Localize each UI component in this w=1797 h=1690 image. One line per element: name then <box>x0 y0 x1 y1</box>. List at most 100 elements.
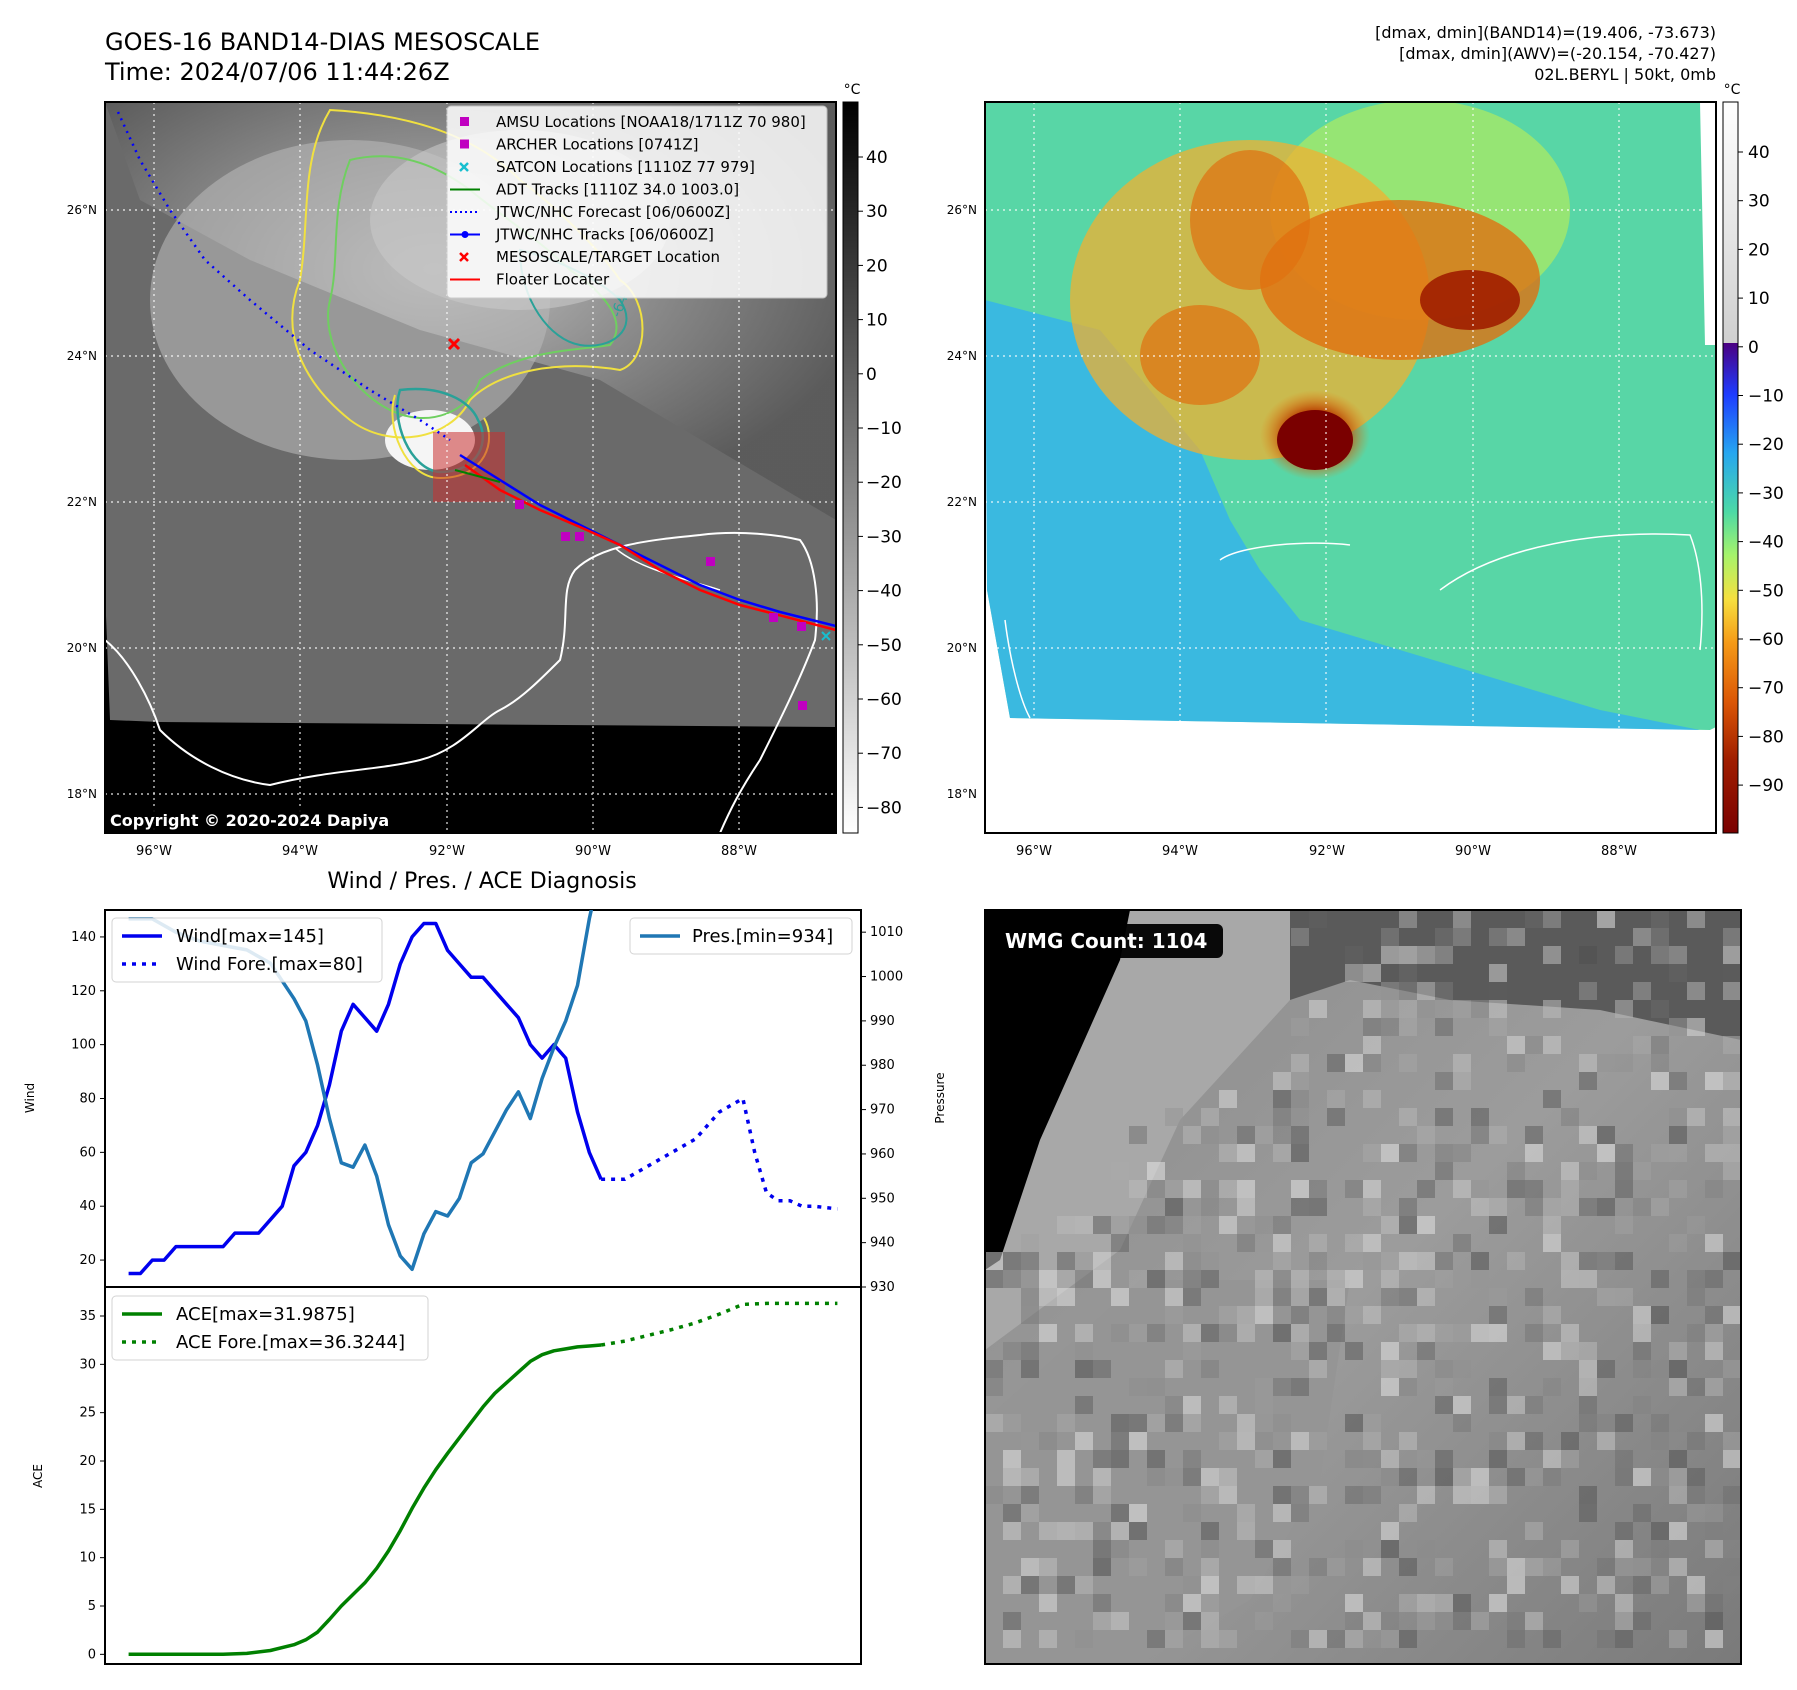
wmg-pixel <box>1381 982 1399 1000</box>
legend-label: ARCHER Locations [0741Z] <box>496 136 699 154</box>
wmg-pixel <box>1183 1252 1201 1270</box>
wmg-pixel <box>1489 1000 1507 1018</box>
wmg-pixel <box>1327 1270 1345 1288</box>
wmg-pixel <box>1651 1036 1669 1054</box>
contour-label: -64 <box>609 292 632 319</box>
wmg-pixel <box>1201 1630 1219 1648</box>
wmg-pixel <box>1687 1018 1705 1036</box>
wmg-pixel <box>1579 1252 1597 1270</box>
wmg-pixel <box>1381 1360 1399 1378</box>
pressure-tick-label: 940 <box>870 1236 895 1251</box>
ace-tick-label: 25 <box>79 1406 96 1421</box>
wmg-pixel <box>1579 1414 1597 1432</box>
wmg-pixel <box>1651 1414 1669 1432</box>
wmg-pixel <box>1489 1288 1507 1306</box>
wmg-pixel <box>1417 1612 1435 1630</box>
wmg-pixel <box>1687 1288 1705 1306</box>
wmg-pixel <box>1381 1342 1399 1360</box>
color-tick-label: −60 <box>1748 630 1784 650</box>
wmg-pixel <box>1507 1054 1525 1072</box>
wmg-pixel <box>1201 1126 1219 1144</box>
copyright-text: Copyright © 2020-2024 Dapiya <box>110 811 389 830</box>
wmg-pixel <box>1507 1576 1525 1594</box>
ace-chart: 35 30 25 20 15 10 5 0 ACE ACE[max=31.9875] ACE … <box>31 1286 862 1665</box>
wmg-pixel <box>1471 1486 1489 1504</box>
wmg-pixel <box>1273 1270 1291 1288</box>
wmg-pixel <box>1615 1522 1633 1540</box>
wmg-pixel <box>1723 1450 1741 1468</box>
wmg-pixel <box>1669 1630 1687 1648</box>
wmg-pixel <box>1615 1000 1633 1018</box>
wmg-pixel <box>1615 1216 1633 1234</box>
wmg-pixel <box>1327 1324 1345 1342</box>
wmg-pixel <box>1579 1270 1597 1288</box>
wmg-pixel <box>1543 1306 1561 1324</box>
wmg-pixel <box>1237 1414 1255 1432</box>
wmg-pixel <box>1669 1072 1687 1090</box>
wmg-pixel <box>1687 1576 1705 1594</box>
wmg-pixel <box>1147 1450 1165 1468</box>
wmg-pixel <box>1507 1612 1525 1630</box>
wmg-pixel <box>1453 1396 1471 1414</box>
wmg-pixel <box>1543 1558 1561 1576</box>
wmg-pixel <box>1651 1072 1669 1090</box>
wmg-pixel <box>1381 1522 1399 1540</box>
wmg-pixel <box>1237 1180 1255 1198</box>
wmg-pixel <box>1543 1090 1561 1108</box>
figure-time: Time: 2024/07/06 11:44:26Z <box>104 58 450 86</box>
wmg-pixel <box>1201 1468 1219 1486</box>
wmg-pixel <box>1309 910 1327 928</box>
wmg-pixel <box>1489 1594 1507 1612</box>
wmg-pixel <box>1219 1468 1237 1486</box>
wmg-pixel <box>1651 1468 1669 1486</box>
color-tick-label: 20 <box>1748 240 1770 260</box>
wmg-pixel <box>1291 1630 1309 1648</box>
wmg-pixel <box>1471 1612 1489 1630</box>
wmg-pixel <box>1651 1144 1669 1162</box>
wmg-pixel <box>1543 946 1561 964</box>
wind-tick-label: 80 <box>79 1092 96 1107</box>
wmg-pixel <box>1669 1144 1687 1162</box>
wmg-pixel <box>1003 1612 1021 1630</box>
wmg-pixel <box>1129 1432 1147 1450</box>
wmg-pixel <box>1237 1126 1255 1144</box>
wmg-pixel <box>1363 1018 1381 1036</box>
legend-label: MESOSCALE/TARGET Location <box>496 248 720 266</box>
wmg-pixel <box>1561 1540 1579 1558</box>
wmg-pixel <box>1201 1540 1219 1558</box>
wmg-pixel <box>1507 1162 1525 1180</box>
wmg-pixel <box>1147 1180 1165 1198</box>
lon-tick-label: 94°W <box>1162 844 1198 859</box>
wmg-pixel <box>1057 1576 1075 1594</box>
wmg-pixel <box>1399 1108 1417 1126</box>
wmg-pixel <box>1129 1504 1147 1522</box>
wmg-pixel <box>1633 1324 1651 1342</box>
wmg-pixel <box>1129 1270 1147 1288</box>
wmg-pixel <box>1471 1198 1489 1216</box>
lat-tick-label: 18°N <box>947 787 977 801</box>
wmg-pixel <box>1255 1414 1273 1432</box>
wmg-pixel <box>1633 1162 1651 1180</box>
wmg-pixel <box>1309 1252 1327 1270</box>
wmg-pixel <box>1183 1288 1201 1306</box>
wmg-pixel <box>1723 1126 1741 1144</box>
wmg-pixel <box>1381 1018 1399 1036</box>
wmg-pixel <box>1219 1216 1237 1234</box>
wmg-pixel <box>1345 1414 1363 1432</box>
wmg-pixel <box>1651 946 1669 964</box>
wmg-pixel <box>1507 1180 1525 1198</box>
wmg-pixel <box>1075 1576 1093 1594</box>
wmg-pixel <box>1633 1342 1651 1360</box>
wmg-pixel <box>1021 1288 1039 1306</box>
wmg-pixel <box>1669 1234 1687 1252</box>
wind-tick-label: 40 <box>79 1199 96 1214</box>
wmg-pixel <box>1633 1396 1651 1414</box>
wmg-pixel <box>1057 1522 1075 1540</box>
ace-tick-label: 0 <box>88 1647 96 1662</box>
wmg-pixel <box>1381 1612 1399 1630</box>
wmg-pixel <box>1435 1252 1453 1270</box>
wmg-pixel <box>1525 910 1543 928</box>
wmg-pixel <box>1561 1162 1579 1180</box>
wmg-pixel <box>1525 1396 1543 1414</box>
wmg-pixel <box>1435 1072 1453 1090</box>
